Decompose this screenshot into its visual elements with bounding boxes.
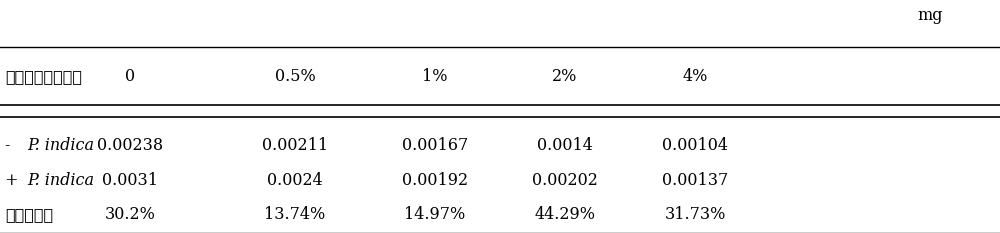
Text: 比对照提高: 比对照提高 [5, 207, 53, 222]
Text: 0.00238: 0.00238 [97, 137, 163, 154]
Text: 0.00192: 0.00192 [402, 172, 468, 189]
Text: 31.73%: 31.73% [664, 206, 726, 223]
Text: 13.74%: 13.74% [264, 206, 326, 223]
Text: 0.0024: 0.0024 [267, 172, 323, 189]
Text: 0.00202: 0.00202 [532, 172, 598, 189]
Text: 1%: 1% [422, 69, 448, 85]
Text: P. indica: P. indica [27, 137, 94, 154]
Text: P. indica: P. indica [27, 172, 94, 189]
Text: 0.00167: 0.00167 [402, 137, 468, 154]
Text: -: - [5, 137, 16, 154]
Text: 30.2%: 30.2% [105, 206, 155, 223]
Text: 44.29%: 44.29% [534, 206, 596, 223]
Text: 2%: 2% [552, 69, 578, 85]
Text: 0.0031: 0.0031 [102, 172, 158, 189]
Text: 土壤中石油烃浓度: 土壤中石油烃浓度 [5, 69, 82, 84]
Text: 0.00104: 0.00104 [662, 137, 728, 154]
Text: 4%: 4% [682, 69, 708, 85]
Text: mg: mg [917, 7, 943, 24]
Text: 0: 0 [125, 69, 135, 85]
Text: +: + [5, 172, 24, 189]
Text: 0.5%: 0.5% [275, 69, 315, 85]
Text: 0.0014: 0.0014 [537, 137, 593, 154]
Text: 0.00211: 0.00211 [262, 137, 328, 154]
Text: 14.97%: 14.97% [404, 206, 466, 223]
Text: 0.00137: 0.00137 [662, 172, 728, 189]
